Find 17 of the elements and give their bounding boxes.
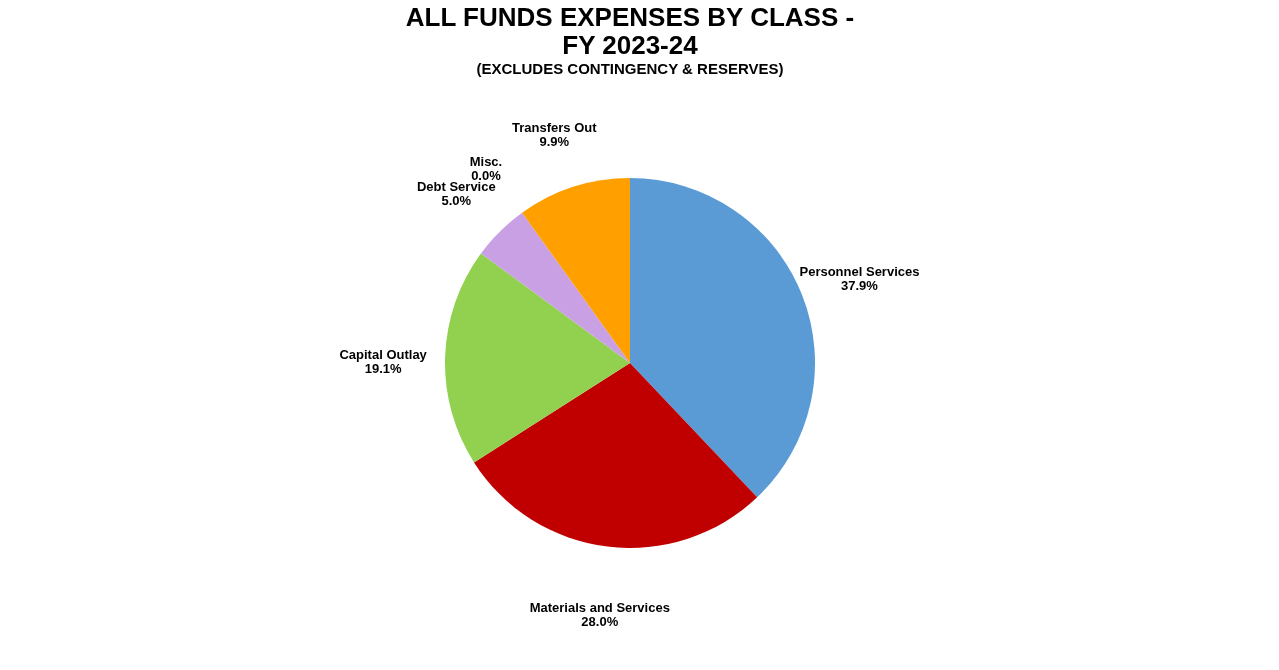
slice-label: Capital Outlay <box>339 346 428 362</box>
data-label: 28.0% <box>581 614 619 630</box>
pie-slice <box>480 212 630 363</box>
data-label: 37.9% <box>841 277 879 293</box>
chart-title: ALL FUNDS EXPENSES BY CLASS - FY 2023-24 <box>405 2 855 60</box>
category-label: Misc. <box>469 154 503 170</box>
chart-subtitle: (EXCLUDES CONTINGENCY & RESERVES) <box>476 60 784 77</box>
slice-label: Personnel Services <box>799 263 920 279</box>
data-label: 5.0% <box>441 193 472 209</box>
pie-slice <box>474 363 758 548</box>
pie-slice <box>445 253 630 463</box>
data-label: 9.9% <box>539 133 570 149</box>
slice-label: Transfers Out <box>512 119 598 135</box>
pie-slice <box>522 178 630 363</box>
slice-label: Debt Service <box>416 179 496 195</box>
data-label: 19.1% <box>364 360 402 376</box>
slice-label: Materials and Services <box>529 600 670 616</box>
